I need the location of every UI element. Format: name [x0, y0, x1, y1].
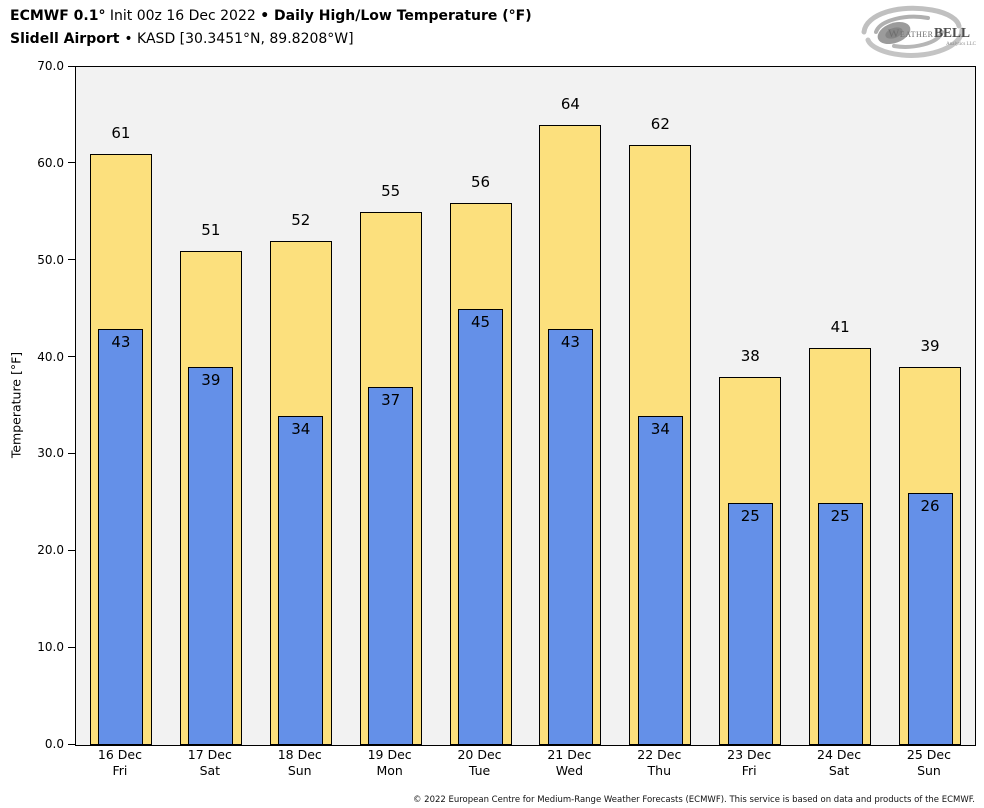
- bar-low-value: 43: [560, 332, 580, 351]
- x-axis-labels: 16 Dec Fri 17 Dec Sat 18 Dec Sun 19 Dec Mon 20 D…: [75, 747, 974, 779]
- bar-high-value: 55: [381, 182, 401, 201]
- y-tick-label: 50.0: [37, 252, 64, 267]
- x-tick-date: 19 Dec: [367, 747, 412, 762]
- logo-analytics-text: Analytics LLC: [946, 42, 977, 47]
- y-tick-mark: [68, 162, 75, 164]
- bar-low: 34: [637, 415, 683, 745]
- y-tick-mark: [68, 65, 75, 67]
- title-bullet: •: [260, 8, 270, 24]
- x-tick-label: 20 Dec Tue: [435, 747, 525, 779]
- x-tick-label: 18 Dec Sun: [255, 747, 345, 779]
- subtitle-bullet: •: [124, 31, 133, 47]
- x-tick-day: Mon: [376, 763, 403, 778]
- y-tick-label: 40.0: [37, 349, 64, 364]
- plot-area: 43 61 39 51 34 52 37 55 45 56 43 64 34 62 25 38 25 41 26 39: [75, 66, 976, 746]
- y-tick-label: 0.0: [44, 737, 64, 751]
- x-tick-date: 18 Dec: [277, 747, 322, 762]
- x-tick-day: Sun: [917, 763, 941, 778]
- y-tick-label: 60.0: [37, 155, 64, 170]
- bar-high-value: 41: [830, 317, 850, 336]
- bar-low: 37: [368, 386, 414, 745]
- hurricane-swirl-icon: [861, 5, 965, 58]
- y-tick-label: 10.0: [37, 640, 64, 655]
- bar-low: 25: [817, 502, 863, 745]
- x-tick-label: 19 Dec Mon: [345, 747, 435, 779]
- x-tick-date: 25 Dec: [906, 747, 951, 762]
- x-tick-label: 22 Dec Thu: [614, 747, 704, 779]
- bar-low-value: 45: [471, 313, 491, 332]
- bar-high-value: 39: [920, 337, 940, 356]
- x-tick-date: 17 Dec: [187, 747, 232, 762]
- x-tick-day: Thu: [647, 763, 672, 778]
- bar-low-value: 26: [920, 497, 940, 516]
- y-axis-title: Temperature [°F]: [8, 351, 24, 459]
- x-tick-date: 24 Dec: [817, 747, 862, 762]
- weatherbell-logo: Weather BELL Analytics LLC: [861, 5, 977, 58]
- bar-low: 43: [98, 328, 144, 745]
- logo-weather-text: Weather: [888, 26, 934, 40]
- x-tick-day: Sun: [287, 763, 312, 778]
- bar-high-value: 62: [650, 114, 670, 133]
- bar-low: 26: [907, 493, 953, 745]
- bar-low-value: 34: [650, 419, 670, 438]
- bar-low-value: 43: [111, 332, 131, 351]
- y-tick-mark: [68, 356, 75, 358]
- x-tick-day: Wed: [555, 763, 584, 778]
- x-tick-label: 24 Dec Sat: [794, 747, 884, 779]
- bar-high-value: 56: [470, 172, 491, 191]
- bar-low-value: 25: [740, 506, 760, 525]
- x-tick-label: 16 Dec Fri: [75, 747, 165, 779]
- bar-low-value: 37: [381, 390, 401, 409]
- bar-low: 43: [547, 328, 593, 745]
- bar-low: 25: [727, 502, 773, 745]
- copyright-footer: © 2022 European Centre for Medium-Range …: [412, 795, 975, 805]
- bar-high-value: 64: [560, 95, 580, 114]
- x-tick-label: 23 Dec Fri: [704, 747, 794, 779]
- x-tick-date: 21 Dec: [547, 747, 592, 762]
- bar-low: 45: [458, 309, 504, 745]
- bar-low: 39: [188, 367, 234, 745]
- x-tick-date: 16 Dec: [97, 747, 142, 762]
- chart-header: ECMWF 0.1° Init 00z 16 Dec 2022 • Daily …: [10, 5, 532, 51]
- chart-title-line1: ECMWF 0.1° Init 00z 16 Dec 2022 • Daily …: [10, 5, 532, 28]
- logo-bell-text: BELL: [934, 25, 970, 40]
- x-tick-day: Tue: [468, 763, 491, 778]
- x-tick-label: 21 Dec Wed: [524, 747, 614, 779]
- y-tick-mark: [68, 452, 75, 454]
- y-tick-label: 30.0: [37, 446, 64, 461]
- x-tick-day: Sat: [199, 763, 221, 778]
- x-tick-label: 25 Dec Sun: [884, 747, 974, 779]
- title-variable: Daily High/Low Temperature (°F): [269, 8, 532, 24]
- station-coords: KASD [30.3451°N, 89.8208°W]: [132, 31, 354, 47]
- bar-high-value: 51: [201, 221, 221, 240]
- bar-high-value: 61: [111, 124, 131, 143]
- y-tick-label: 70.0: [37, 59, 64, 73]
- x-tick-date: 23 Dec: [727, 747, 772, 762]
- x-tick-day: Fri: [112, 763, 128, 778]
- x-tick-day: Fri: [741, 763, 757, 778]
- bar-high-value: 38: [740, 346, 760, 365]
- x-tick-label: 17 Dec Sat: [165, 747, 255, 779]
- bar-low-value: 34: [291, 419, 311, 438]
- bar-high-value: 52: [291, 211, 311, 230]
- bar-low-value: 39: [201, 371, 221, 390]
- title-init: Init 00z 16 Dec 2022: [105, 8, 261, 24]
- chart-title-line2: Slidell Airport • KASD [30.3451°N, 89.82…: [10, 28, 532, 51]
- bar-low: 34: [278, 415, 324, 745]
- y-tick-mark: [68, 259, 75, 261]
- y-tick-mark: [68, 743, 75, 745]
- x-tick-day: Sat: [828, 763, 850, 778]
- y-tick-label: 20.0: [37, 543, 64, 558]
- y-tick-mark: [68, 646, 75, 648]
- x-tick-date: 20 Dec: [457, 747, 502, 762]
- bar-low-value: 25: [830, 506, 850, 525]
- title-model: ECMWF 0.1°: [10, 8, 106, 24]
- y-tick-mark: [68, 549, 75, 551]
- x-tick-date: 22 Dec: [637, 747, 682, 762]
- station-name: Slidell Airport: [10, 31, 125, 47]
